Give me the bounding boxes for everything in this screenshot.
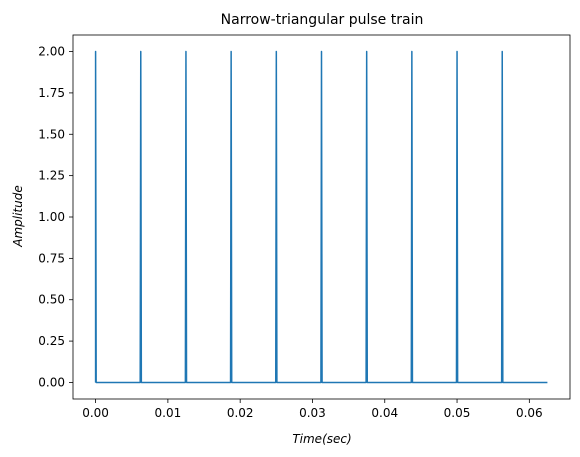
x-tick-label: 0.03 xyxy=(299,406,326,420)
y-tick-label: 1.75 xyxy=(38,86,65,100)
x-axis-ticks: 0.00 0.01 0.02 0.03 0.04 0.05 0.06 xyxy=(82,399,543,420)
y-tick-label: 0.25 xyxy=(38,334,65,348)
y-axis-title: Amplitude xyxy=(11,185,25,248)
x-tick-label: 0.00 xyxy=(82,406,109,420)
pulse-series-line xyxy=(94,50,548,384)
x-axis-title: Time(sec) xyxy=(292,432,351,446)
x-tick-label: 0.04 xyxy=(371,406,398,420)
x-tick-label: 0.06 xyxy=(516,406,543,420)
x-tick-label: 0.05 xyxy=(444,406,471,420)
y-tick-label: 2.00 xyxy=(38,45,65,59)
y-tick-label: 0.50 xyxy=(38,293,65,307)
y-tick-label: 1.50 xyxy=(38,127,65,141)
y-tick-label: 0.75 xyxy=(38,251,65,265)
y-tick-label: 0.00 xyxy=(38,375,65,389)
y-tick-label: 1.25 xyxy=(38,169,65,183)
y-tick-label: 1.00 xyxy=(38,210,65,224)
x-tick-label: 0.02 xyxy=(227,406,254,420)
chart-title: Narrow-triangular pulse train xyxy=(221,12,424,28)
y-axis-ticks: 0.00 0.25 0.50 0.75 1.00 1.25 1.50 1.75 2.00 xyxy=(38,45,73,389)
x-tick-label: 0.01 xyxy=(155,406,182,420)
